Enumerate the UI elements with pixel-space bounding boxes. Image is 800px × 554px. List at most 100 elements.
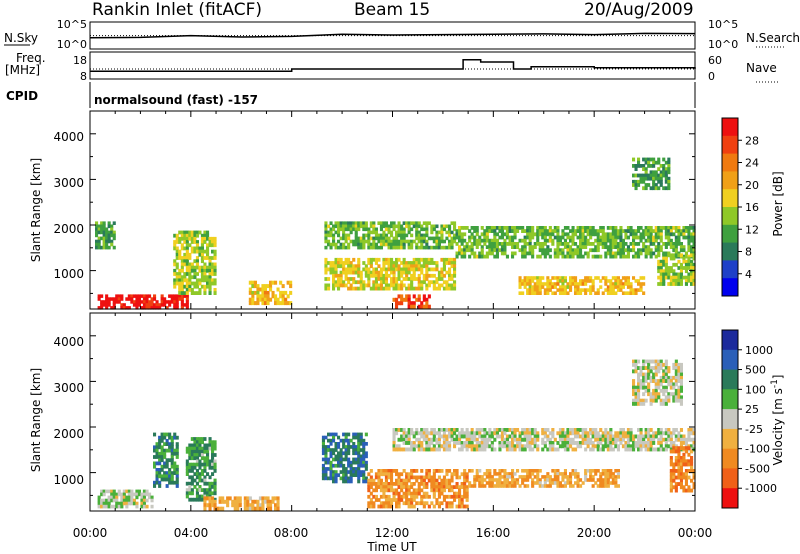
heatmap-cell (657, 382, 661, 387)
heatmap-cell (505, 472, 509, 476)
heatmap-cell (412, 270, 416, 275)
heatmap-cell (130, 300, 134, 304)
heatmap-cell (644, 372, 648, 377)
heatmap-cell (455, 251, 459, 256)
heatmap-cell (543, 434, 547, 439)
heatmap-cell (500, 434, 504, 439)
heatmap-cell (652, 235, 656, 240)
heatmap-cell (458, 431, 462, 436)
heatmap-cell (163, 471, 167, 475)
heatmap-cell (344, 221, 348, 225)
heatmap-cell (548, 285, 552, 289)
heatmap-cell (639, 282, 643, 286)
heatmap-cell (200, 275, 204, 280)
heatmap-cell (412, 482, 416, 486)
heatmap-cell (415, 277, 419, 281)
heatmap-cell (379, 239, 383, 244)
heatmap-cell (669, 437, 673, 442)
heatmap-cell (690, 447, 694, 452)
heatmap-cell (392, 245, 396, 250)
heatmap-cell (95, 221, 99, 225)
velocity-colorbar-swatch (722, 428, 738, 450)
heatmap-cell (563, 238, 567, 243)
heatmap-cell (337, 473, 341, 477)
heatmap-cell (95, 227, 99, 232)
heatmap-cell (674, 482, 678, 486)
heatmap-cell (611, 472, 615, 476)
heatmap-cell (379, 488, 383, 493)
heatmap-cell (175, 265, 179, 270)
heatmap-cell (634, 242, 638, 246)
heatmap-cell (556, 475, 560, 479)
heatmap-cell (558, 428, 562, 432)
heatmap-cell (619, 235, 623, 240)
heatmap-cell (384, 261, 388, 265)
heatmap-cell (692, 253, 696, 258)
heatmap-cell (430, 441, 434, 445)
heatmap-cell (223, 499, 227, 504)
heatmap-cell (644, 229, 648, 233)
heatmap-cell (589, 229, 593, 233)
heatmap-cell (410, 233, 414, 238)
heatmap-cell (621, 251, 625, 256)
heatmap-cell (450, 428, 454, 432)
heatmap-cell (397, 447, 401, 452)
heatmap-cell (659, 359, 663, 364)
heatmap-cell (185, 246, 189, 251)
heatmap-cell (347, 451, 351, 456)
heatmap-cell (420, 264, 424, 269)
heatmap-cell (541, 437, 545, 442)
heatmap-cell (354, 267, 358, 272)
heatmap-cell (339, 270, 343, 275)
heatmap-cell (664, 428, 668, 432)
heatmap-cell (195, 440, 199, 445)
heatmap-cell (153, 445, 157, 450)
heatmap-cell (563, 444, 567, 449)
heatmap-cell (400, 447, 404, 452)
heatmap-cell (692, 256, 696, 261)
heatmap-cell (430, 280, 434, 285)
heatmap-cell (334, 454, 338, 459)
heatmap-cell (349, 261, 353, 265)
heatmap-cell (120, 297, 124, 301)
heatmap-cell (390, 501, 394, 506)
heatmap-cell (321, 467, 325, 471)
heatmap-cell (518, 444, 522, 449)
heatmap-cell (425, 434, 429, 439)
heatmap-cell (97, 242, 101, 247)
heatmap-cell (256, 294, 260, 299)
heatmap-cell (410, 428, 414, 432)
heatmap-cell (672, 278, 676, 283)
heatmap-cell (692, 444, 696, 449)
heatmap-cell (160, 435, 164, 440)
heatmap-cell (337, 233, 341, 238)
heatmap-cell (664, 256, 668, 261)
xtick-label: 00:00 (73, 526, 108, 540)
heatmap-cell (422, 236, 426, 241)
heatmap-cell (551, 232, 555, 237)
heatmap-cell (690, 488, 694, 493)
x-axis (89, 110, 696, 511)
heatmap-cell (654, 176, 658, 181)
heatmap-cell (274, 280, 278, 285)
heatmap-cell (503, 428, 507, 432)
heatmap-cell (168, 294, 172, 298)
heatmap-cell (652, 229, 656, 233)
heatmap-cell (448, 485, 452, 489)
heatmap-cell (505, 428, 509, 432)
heatmap-cell (158, 442, 162, 446)
heatmap-cell (432, 482, 436, 486)
heatmap-cell (531, 469, 535, 473)
heatmap-cell (405, 437, 409, 442)
heatmap-cell (657, 269, 661, 274)
heatmap-cell (581, 254, 585, 259)
heatmap-cell (659, 398, 663, 403)
heatmap-cell (518, 226, 522, 230)
heatmap-cell (415, 230, 419, 235)
heatmap-cell (576, 248, 580, 253)
heatmap-cell (667, 164, 671, 168)
heatmap-cell (475, 431, 479, 436)
heatmap-cell (448, 224, 452, 229)
heatmap-cell (263, 496, 267, 501)
heatmap-cell (425, 472, 429, 477)
